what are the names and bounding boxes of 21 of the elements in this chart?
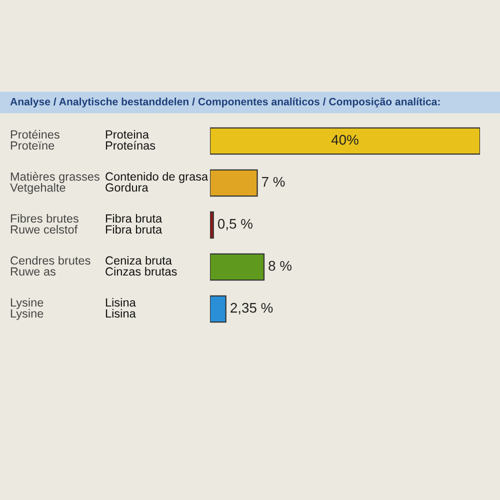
y-tick-label: Cendres brutes Ruwe as	[10, 256, 90, 276]
y2-tick-label: Proteina Proteínas	[106, 130, 156, 150]
y-tick-label: Fibres brutes Ruwe celstof	[10, 214, 78, 234]
y2-tick-label: Contenido de grasa Gordura	[106, 172, 208, 192]
bar	[210, 127, 480, 155]
chart-title: Analyse / Analytische bestanddelen / Componentes analíticos / Composição analítica:	[10, 98, 440, 108]
bar	[210, 169, 258, 197]
data-label: 0,5 %	[218, 218, 252, 230]
data-label: 7 %	[262, 176, 285, 187]
y-tick-label: Lysine Lysine	[10, 298, 44, 320]
y2-tick-label: Ceniza bruta Cinzas brutas	[106, 256, 177, 276]
bar	[210, 295, 226, 323]
y-tick-label: Protéines Proteïne	[10, 130, 60, 150]
y2-tick-label: Fibra bruta Fibra bruta	[106, 214, 162, 234]
bar	[210, 211, 214, 239]
data-label: 8 %	[268, 260, 292, 271]
y2-tick-label: Lisina Lisina	[106, 298, 136, 318]
data-label: 2,35 %	[230, 302, 273, 314]
data-label: 40%	[331, 134, 358, 145]
bar	[210, 253, 265, 281]
y-tick-label: Matières grasses Vetgehalte	[10, 172, 100, 194]
